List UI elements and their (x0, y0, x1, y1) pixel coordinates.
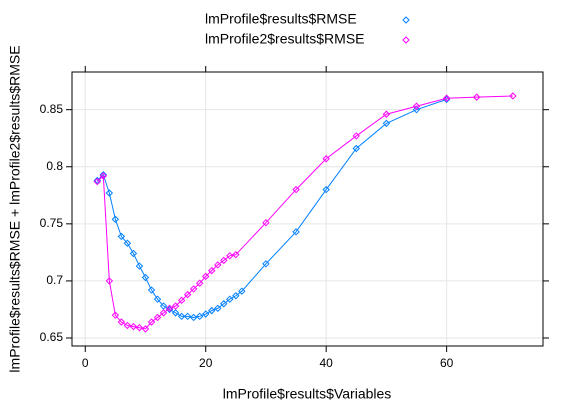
data-point (262, 218, 270, 227)
data-point (214, 261, 222, 269)
data-point (473, 93, 481, 101)
data-point (129, 322, 138, 331)
data-point (117, 318, 126, 326)
data-point (412, 102, 421, 110)
data-point (442, 94, 451, 102)
data-point (153, 295, 162, 303)
series-line (96, 95, 513, 330)
data-point (147, 318, 156, 326)
data-point (171, 302, 180, 310)
data-point (195, 279, 204, 287)
data-point (382, 110, 391, 118)
data-point (238, 287, 246, 295)
legend-symbol (402, 16, 410, 24)
data-point (183, 290, 192, 299)
data-point (177, 296, 186, 305)
data-point (382, 119, 391, 128)
data-point (292, 185, 300, 194)
data-point (195, 312, 204, 321)
y-tick-label: 0.65 (40, 330, 64, 344)
data-point (141, 273, 150, 282)
data-point (147, 286, 156, 294)
x-axis-label: lmProfile$results$Variables (223, 386, 392, 402)
data-point (159, 302, 168, 310)
data-point (220, 256, 228, 265)
data-point (220, 300, 228, 308)
data-point (352, 144, 360, 153)
data-point (226, 252, 234, 260)
data-point (352, 132, 360, 140)
plot-frame (71, 71, 544, 347)
legend-label: lmProfile2$results$RMSE (205, 31, 365, 47)
data-point (153, 313, 162, 322)
legend-symbol (402, 36, 410, 44)
data-point (141, 325, 150, 333)
data-point (129, 249, 138, 258)
data-point (262, 260, 270, 268)
y-axis-label: lmProfile$results$RMSE + lmProfile2$resu… (7, 45, 23, 372)
data-point (226, 295, 234, 303)
y-tick-label: 0.7 (46, 273, 63, 287)
x-tick-label: 40 (319, 356, 333, 370)
x-tick-label: 60 (440, 356, 454, 370)
y-tick-label: 0.85 (40, 102, 64, 116)
y-tick-label: 0.8 (46, 159, 63, 173)
data-point (412, 105, 421, 114)
data-point (202, 310, 210, 318)
data-point (171, 309, 180, 317)
data-point (183, 312, 192, 321)
data-point (99, 172, 108, 180)
data-point (117, 232, 126, 241)
data-point (232, 292, 240, 300)
data-point (105, 277, 114, 285)
data-point (322, 155, 330, 163)
data-point (135, 262, 144, 270)
legend-label: lmProfile$results$RMSE (205, 11, 357, 27)
data-point (208, 306, 216, 315)
data-point (165, 305, 174, 314)
data-point (135, 324, 144, 332)
data-point (232, 250, 240, 259)
data-point (159, 309, 168, 317)
data-point (111, 215, 120, 223)
data-point (202, 272, 210, 281)
data-point (123, 239, 132, 247)
data-point (177, 312, 186, 321)
series-line (96, 98, 447, 318)
data-point (214, 304, 222, 313)
x-tick-label: 0 (82, 356, 89, 370)
data-point (322, 185, 330, 194)
data-point (165, 304, 174, 313)
data-point (123, 321, 132, 330)
data-point (509, 92, 517, 100)
data-point (189, 285, 198, 293)
data-point (189, 313, 198, 322)
data-point (111, 311, 120, 319)
data-point (105, 189, 114, 197)
x-tick-label: 20 (199, 356, 213, 370)
data-point (208, 266, 216, 275)
data-point (93, 177, 102, 186)
data-point (292, 228, 300, 236)
y-tick-label: 0.75 (40, 216, 64, 230)
